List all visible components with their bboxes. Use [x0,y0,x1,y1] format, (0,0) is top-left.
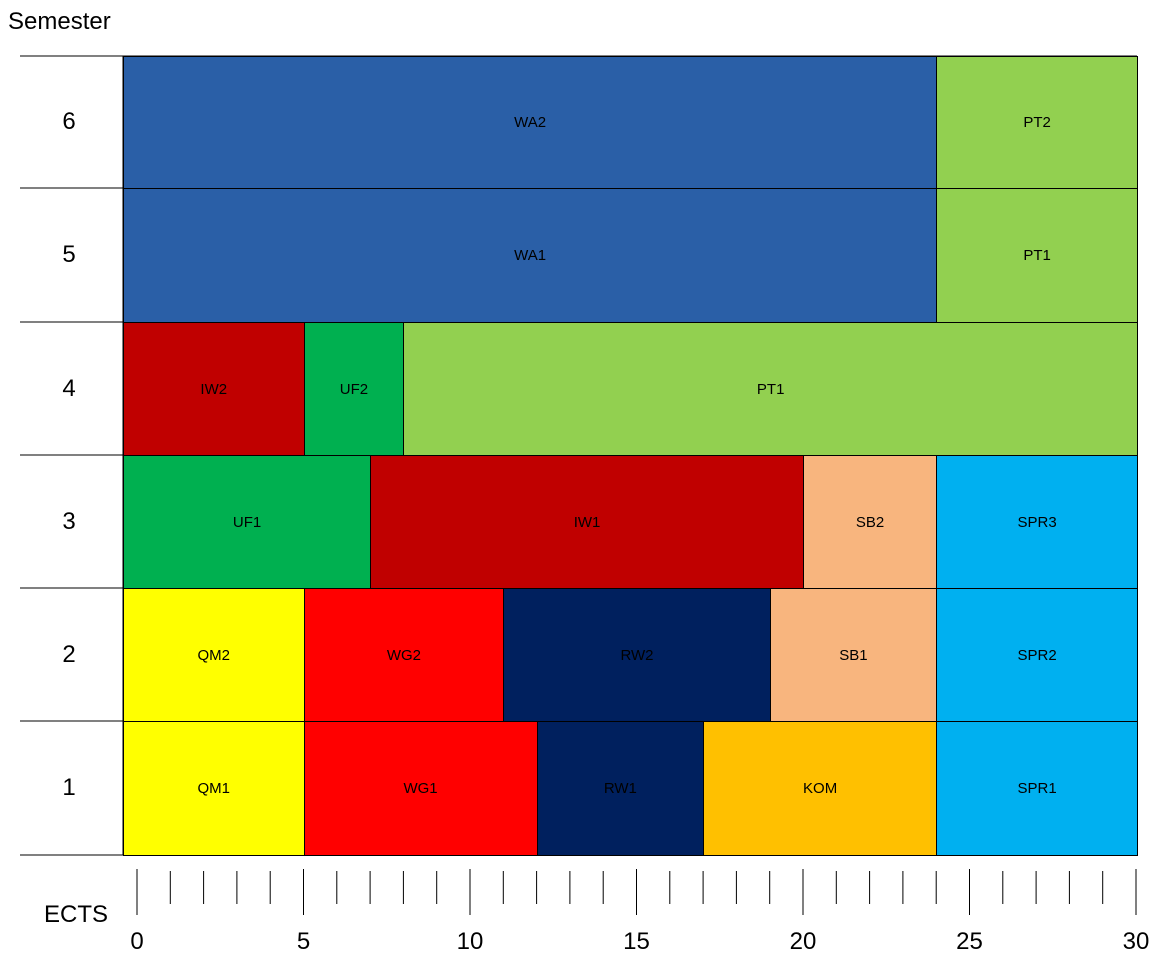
module-iw2-sem4: IW2 [123,322,305,456]
module-uf1-sem3: UF1 [123,455,372,589]
x-tick-label-20: 20 [789,928,817,955]
x-tick-label-30: 30 [1122,928,1150,955]
semester-label-6: 6 [62,108,76,135]
module-qm1-sem1: QM1 [123,721,305,856]
module-qm2-sem2: QM2 [123,588,305,722]
x-tick-label-10: 10 [456,928,484,955]
y-axis-title: Semester [8,8,111,35]
x-tick-label-25: 25 [956,928,983,955]
module-wa1-sem5: WA1 [123,188,938,323]
module-wg2-sem2: WG2 [303,588,505,722]
module-pt1-sem4: PT1 [403,322,1138,456]
module-pt1-sem5: PT1 [936,188,1138,323]
module-iw1-sem3: IW1 [370,455,804,589]
module-sb1-sem2: SB1 [769,588,938,722]
x-axis-title: ECTS [44,901,109,928]
semester-label-5: 5 [62,241,76,268]
x-tick-label-0: 0 [130,928,144,955]
module-sb2-sem3: SB2 [803,455,938,589]
module-rw2-sem2: RW2 [503,588,771,722]
semester-label-4: 4 [62,374,76,402]
semester-label-3: 3 [62,507,76,535]
module-spr2-sem2: SPR2 [936,588,1138,722]
module-kom-sem1: KOM [703,721,938,856]
x-tick-label-5: 5 [296,928,311,955]
module-wg1-sem1: WG1 [303,721,538,856]
module-uf2-sem4: UF2 [303,322,405,456]
x-tick-label-15: 15 [623,928,650,955]
module-rw1-sem1: RW1 [536,721,705,856]
module-wa2-sem6: WA2 [123,56,938,189]
semester-label-2: 2 [62,640,76,668]
module-spr1-sem1: SPR1 [936,721,1138,856]
module-spr3-sem3: SPR3 [936,455,1138,589]
semester-label-1: 1 [62,774,76,801]
module-pt2-sem6: PT2 [936,56,1138,189]
